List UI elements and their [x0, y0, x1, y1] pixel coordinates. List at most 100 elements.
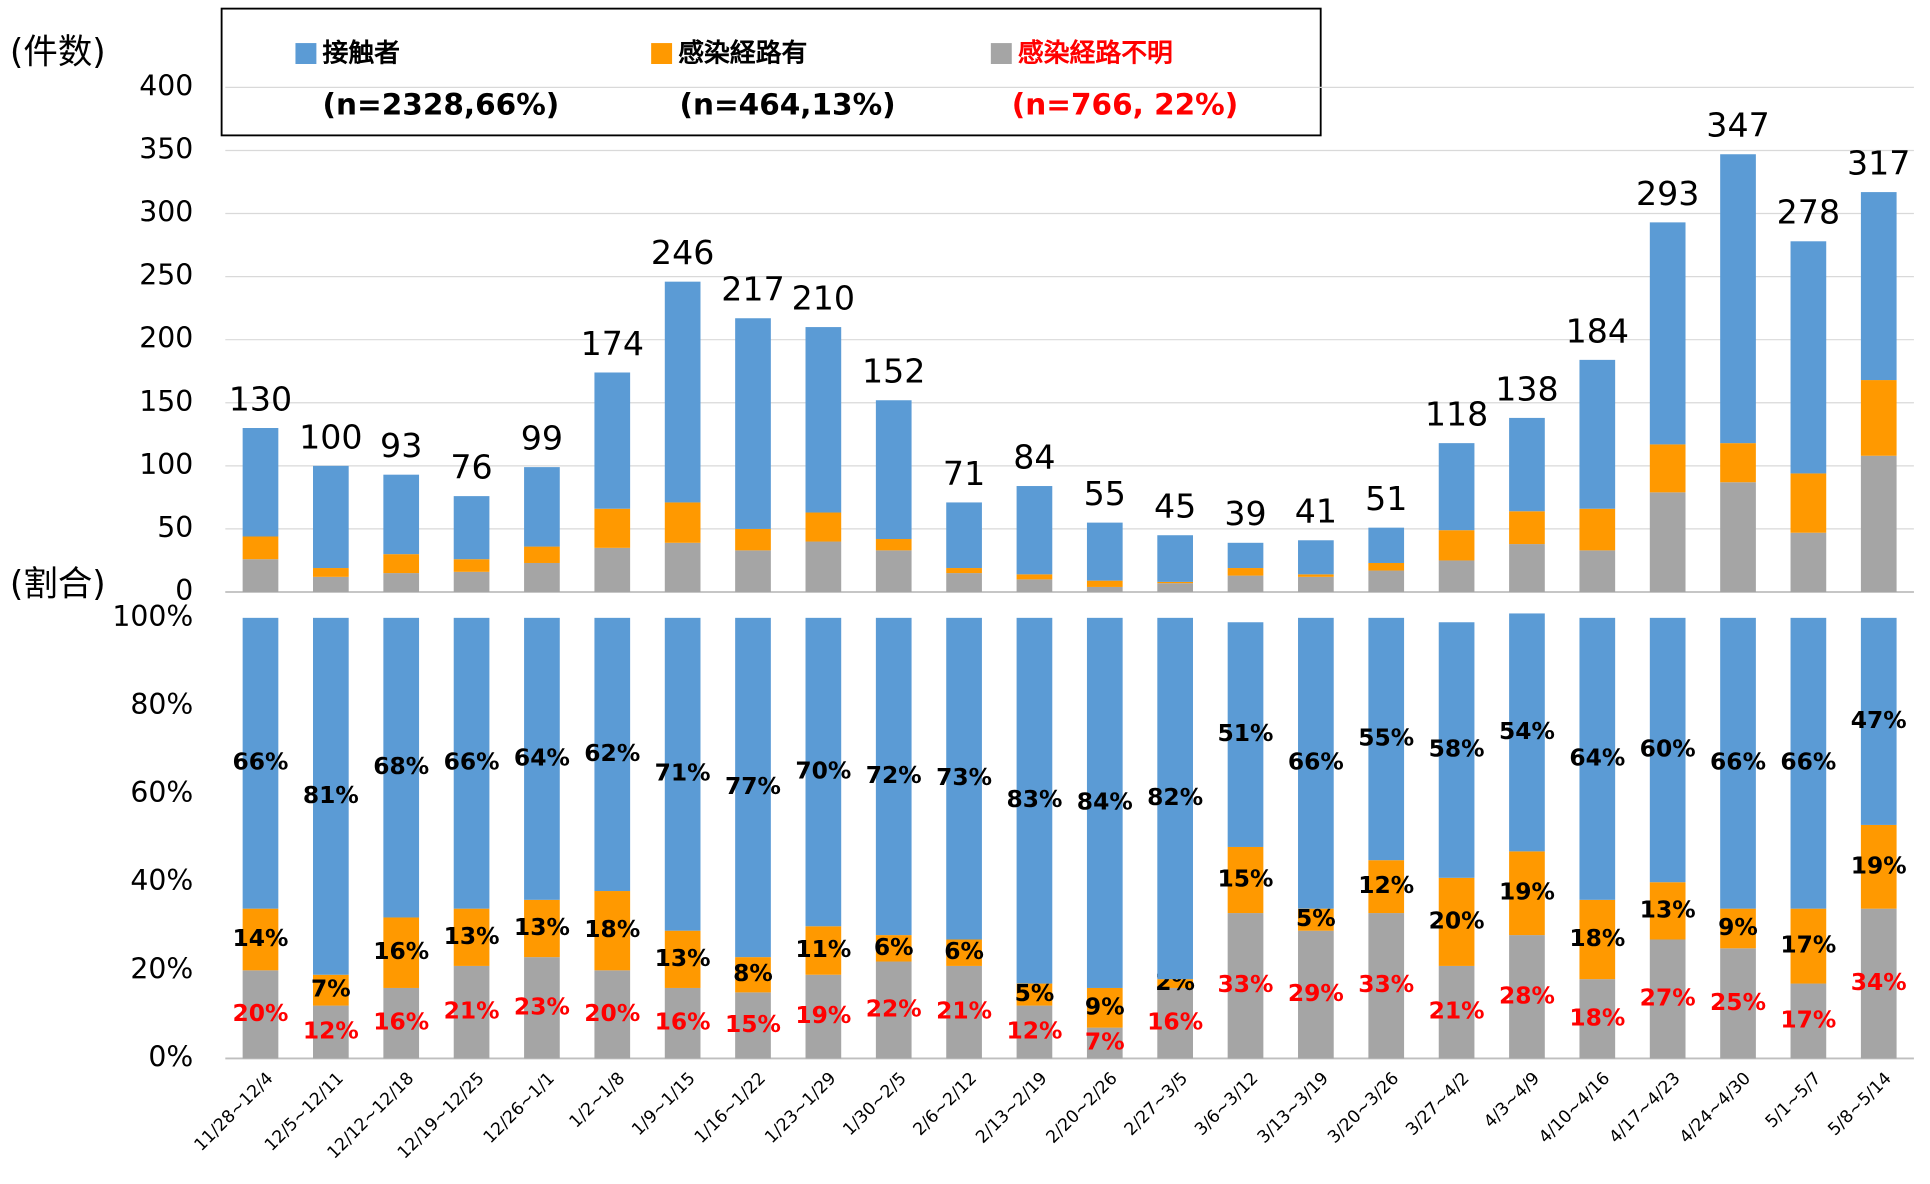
bar-segment — [1720, 908, 1756, 949]
bar-segment — [1157, 617, 1193, 980]
bar-segment — [1298, 540, 1334, 575]
bar-segment — [594, 617, 631, 892]
bar-segment — [1438, 560, 1475, 592]
data-label: 21% — [444, 997, 500, 1025]
bar-segment — [1438, 622, 1475, 878]
bar-segment — [1016, 1005, 1053, 1059]
data-label: 8% — [733, 959, 773, 987]
bar-segment — [1509, 417, 1545, 512]
data-label: 25% — [1710, 988, 1766, 1016]
data-label: 15% — [725, 1010, 781, 1038]
data-label: 13% — [514, 913, 570, 941]
x-tick-label: 12/26~1/1 — [480, 1069, 559, 1148]
bar-segment — [1720, 154, 1756, 444]
data-label: 16% — [655, 1008, 711, 1036]
bar-segment — [1298, 908, 1334, 931]
total-label: 39 — [1224, 494, 1266, 533]
bar-segment — [453, 496, 490, 560]
bar-segment — [1368, 913, 1405, 1059]
bar-segment — [1016, 579, 1053, 592]
y-tick-label: 300 — [139, 196, 193, 229]
bar-segment — [1086, 1027, 1123, 1059]
total-label: 317 — [1847, 144, 1910, 183]
total-label: 152 — [862, 352, 925, 391]
x-tick-label: 3/13~3/19 — [1254, 1069, 1333, 1148]
bar-segment — [594, 970, 631, 1059]
data-label: 13% — [655, 944, 711, 972]
bar-segment — [524, 467, 560, 547]
bar-segment — [664, 542, 701, 592]
bar-segment — [1016, 486, 1053, 575]
y-tick-label: 0 — [175, 574, 193, 607]
bar-segment — [1579, 550, 1616, 592]
bar-segment — [946, 573, 982, 592]
bar-segment — [1509, 544, 1545, 592]
bar-segment — [664, 502, 701, 543]
bar-segment — [524, 617, 560, 900]
bar-segment — [1720, 443, 1756, 483]
bar-segment — [1157, 583, 1193, 592]
y-tick-label: 50 — [157, 511, 193, 544]
total-label: 71 — [943, 454, 985, 493]
data-label: 13% — [1640, 895, 1696, 923]
bar-segment — [1157, 979, 1193, 988]
total-label: 76 — [450, 448, 492, 487]
x-tick-label: 1/2~1/8 — [566, 1069, 630, 1133]
bar-segment — [1157, 987, 1193, 1059]
bar-segment — [594, 547, 631, 592]
data-label: 9% — [1718, 913, 1758, 941]
data-label: 19% — [795, 1001, 851, 1029]
bar-segment — [242, 617, 279, 909]
x-tick-label: 4/3~4/9 — [1480, 1069, 1544, 1133]
bar-segment — [1016, 617, 1053, 984]
legend-note: (n=766, 22%) — [1012, 87, 1238, 121]
bar-segment — [1086, 580, 1123, 587]
data-label: 66% — [1710, 748, 1766, 776]
bar-segment — [805, 974, 842, 1059]
bar-segment — [1086, 987, 1123, 1028]
data-label: 64% — [1569, 743, 1625, 771]
data-label: 16% — [373, 1008, 429, 1036]
x-tick-label: 1/9~1/15 — [628, 1069, 699, 1140]
bar-segment — [1860, 617, 1897, 825]
bar-segment — [1086, 617, 1123, 988]
bar-segment — [1720, 948, 1756, 1059]
bar-segment — [1157, 535, 1193, 582]
data-label: 18% — [584, 915, 640, 943]
y-tick-label: 0% — [148, 1040, 193, 1073]
bar-segment — [1016, 983, 1053, 1006]
bar-segment — [313, 1005, 349, 1059]
data-label: 14% — [233, 924, 289, 952]
bar-segment — [313, 465, 349, 569]
y-tick-label: 150 — [139, 385, 193, 418]
x-tick-label: 2/20~2/26 — [1043, 1069, 1122, 1148]
data-label: 72% — [866, 761, 922, 789]
total-label: 278 — [1777, 193, 1840, 232]
bar-segment — [946, 965, 982, 1059]
total-label: 45 — [1154, 487, 1196, 526]
data-label: 68% — [373, 752, 429, 780]
y-tick-label: 100% — [112, 600, 193, 633]
bar-segment — [242, 428, 279, 537]
y-tick-label: 250 — [139, 259, 193, 292]
bar-segment — [875, 617, 912, 936]
data-label: 58% — [1429, 735, 1485, 763]
bar-segment — [594, 372, 631, 509]
data-label: 7% — [311, 975, 351, 1003]
bar-segment — [242, 559, 279, 592]
bar-segment — [1438, 443, 1475, 531]
total-label: 138 — [1495, 369, 1558, 408]
data-label: 51% — [1218, 719, 1274, 747]
bar-segment — [1720, 482, 1756, 592]
data-label: 11% — [795, 935, 851, 963]
legend-label: 接触者 — [323, 39, 400, 69]
bar-segment — [735, 617, 771, 958]
bar-segment — [805, 617, 842, 927]
data-label: 13% — [444, 922, 500, 950]
data-label: 62% — [584, 739, 640, 767]
bar-segment — [1579, 899, 1616, 980]
data-label: 84% — [1077, 787, 1133, 815]
bar-segment — [1438, 530, 1475, 561]
bar-segment — [1860, 908, 1897, 1059]
